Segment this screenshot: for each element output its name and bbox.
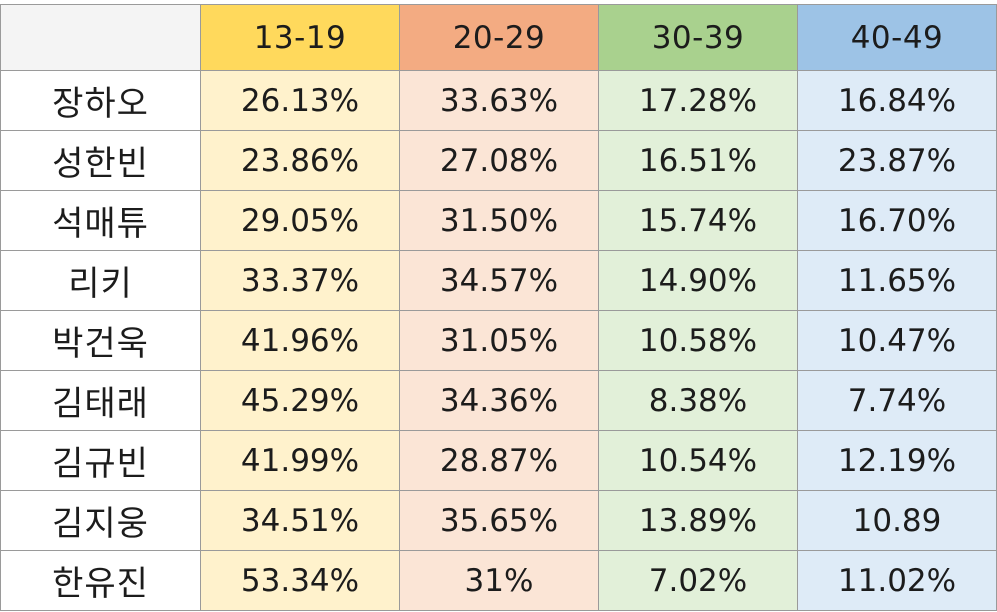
table-row: 리키 33.37% 34.57% 14.90% 11.65% (0, 250, 997, 311)
value-cell: 11.65% (797, 250, 997, 311)
value-cell: 10.58% (598, 310, 798, 371)
value-cell: 33.37% (200, 250, 400, 311)
row-name-cell: 한유진 (0, 550, 201, 611)
column-header-20-29: 20-29 (399, 4, 599, 71)
table-row: 김태래 45.29% 34.36% 8.38% 7.74% (0, 370, 997, 431)
value-cell: 8.38% (598, 370, 798, 431)
value-cell: 31% (399, 550, 599, 611)
value-cell: 34.51% (200, 490, 400, 551)
value-cell: 10.54% (598, 430, 798, 491)
row-name-cell: 성한빈 (0, 130, 201, 191)
value-cell: 26.13% (200, 70, 400, 131)
table-row: 한유진 53.34% 31% 7.02% 11.02% (0, 550, 997, 611)
value-cell: 11.02% (797, 550, 997, 611)
row-name-cell: 김지웅 (0, 490, 201, 551)
value-cell: 34.57% (399, 250, 599, 311)
value-cell: 41.96% (200, 310, 400, 371)
row-name-cell: 박건욱 (0, 310, 201, 371)
value-cell: 7.74% (797, 370, 997, 431)
row-name-cell: 석매튜 (0, 190, 201, 251)
value-cell: 23.87% (797, 130, 997, 191)
table-row: 김규빈 41.99% 28.87% 10.54% 12.19% (0, 430, 997, 491)
row-name-cell: 리키 (0, 250, 201, 311)
value-cell: 7.02% (598, 550, 798, 611)
value-cell: 34.36% (399, 370, 599, 431)
table-row: 성한빈 23.86% 27.08% 16.51% 23.87% (0, 130, 997, 191)
table-row: 석매튜 29.05% 31.50% 15.74% 16.70% (0, 190, 997, 251)
value-cell: 41.99% (200, 430, 400, 491)
row-name-cell: 김규빈 (0, 430, 201, 491)
value-cell: 14.90% (598, 250, 798, 311)
column-header-40-49: 40-49 (797, 4, 997, 71)
value-cell: 33.63% (399, 70, 599, 131)
value-cell: 16.51% (598, 130, 798, 191)
value-cell: 15.74% (598, 190, 798, 251)
value-cell: 12.19% (797, 430, 997, 491)
value-cell: 27.08% (399, 130, 599, 191)
value-cell: 10.89 (797, 490, 997, 551)
value-cell: 45.29% (200, 370, 400, 431)
table-row: 장하오 26.13% 33.63% 17.28% 16.84% (0, 70, 997, 131)
value-cell: 13.89% (598, 490, 798, 551)
column-header-30-39: 30-39 (598, 4, 798, 71)
value-cell: 28.87% (399, 430, 599, 491)
table-body: 장하오 26.13% 33.63% 17.28% 16.84% 성한빈 23.86% 27.0… (0, 70, 997, 611)
value-cell: 31.05% (399, 310, 599, 371)
value-cell: 29.05% (200, 190, 400, 251)
age-group-vote-table: 13-19 20-29 30-39 40-49 장하오 26.13% 33.63% 1… (0, 4, 997, 611)
value-cell: 10.47% (797, 310, 997, 371)
header-row: 13-19 20-29 30-39 40-49 (0, 4, 997, 71)
value-cell: 53.34% (200, 550, 400, 611)
row-name-cell: 장하오 (0, 70, 201, 131)
corner-cell (0, 4, 201, 71)
value-cell: 16.84% (797, 70, 997, 131)
value-cell: 17.28% (598, 70, 798, 131)
value-cell: 35.65% (399, 490, 599, 551)
column-header-13-19: 13-19 (200, 4, 400, 71)
value-cell: 16.70% (797, 190, 997, 251)
table-row: 김지웅 34.51% 35.65% 13.89% 10.89 (0, 490, 997, 551)
row-name-cell: 김태래 (0, 370, 201, 431)
value-cell: 23.86% (200, 130, 400, 191)
table-row: 박건욱 41.96% 31.05% 10.58% 10.47% (0, 310, 997, 371)
value-cell: 31.50% (399, 190, 599, 251)
